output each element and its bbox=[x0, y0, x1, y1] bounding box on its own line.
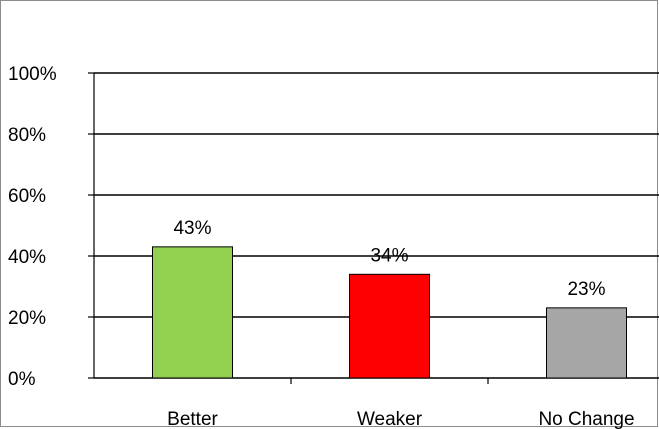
y-tick-label: 100% bbox=[8, 64, 57, 85]
y-tick-label: 60% bbox=[8, 186, 46, 207]
labels: 0% 20% 40% 60% 80% 100% 43% Better 34% Weaker 23% N… bbox=[8, 64, 635, 429]
bar-weaker bbox=[349, 273, 430, 379]
data-label: 23% bbox=[567, 279, 605, 300]
y-tick-label: 80% bbox=[8, 125, 46, 146]
category-label: Better bbox=[167, 409, 218, 429]
bars bbox=[152, 246, 627, 379]
category-label: Weaker bbox=[357, 409, 423, 429]
y-tick-label: 20% bbox=[8, 308, 46, 329]
bar-better bbox=[152, 246, 233, 379]
bar-no-change bbox=[546, 307, 627, 379]
y-tick-label: 0% bbox=[8, 369, 36, 390]
y-tick-label: 40% bbox=[8, 247, 46, 268]
data-label: 34% bbox=[370, 245, 408, 266]
data-label: 43% bbox=[173, 218, 211, 239]
category-label: No Change bbox=[538, 409, 634, 429]
